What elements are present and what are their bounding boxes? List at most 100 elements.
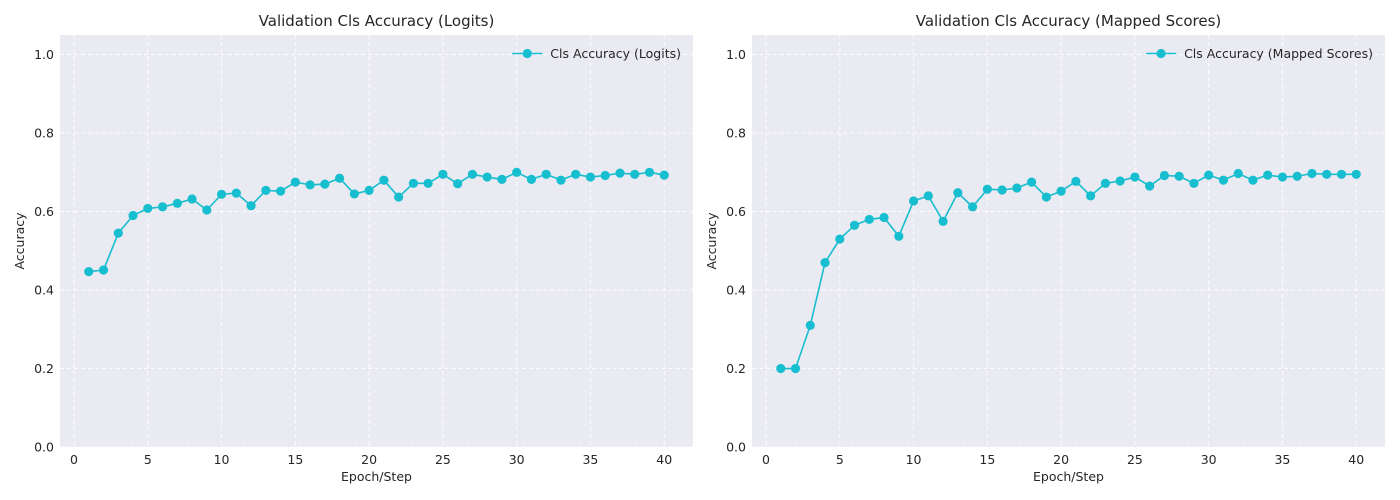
- data-point: [1248, 175, 1258, 185]
- plot-area: [60, 35, 693, 447]
- data-point: [1012, 183, 1022, 193]
- series-line: [780, 172, 1357, 370]
- y-tick-label: 0.8: [726, 126, 746, 141]
- x-tick-label: 15: [979, 452, 995, 467]
- data-point: [1218, 175, 1229, 185]
- data-point: [1115, 176, 1125, 186]
- data-point: [98, 265, 109, 275]
- legend-label: Cls Accuracy (Logits): [550, 46, 681, 61]
- legend: Cls Accuracy (Logits): [512, 46, 681, 61]
- data-point: [246, 201, 256, 211]
- x-tick-label: 10: [214, 452, 230, 467]
- y-axis-label: Accuracy: [704, 212, 719, 270]
- data-point: [379, 175, 389, 185]
- x-tick-label: 30: [1201, 452, 1217, 467]
- y-tick-label: 0.2: [34, 361, 54, 376]
- data-point: [157, 202, 168, 212]
- data-point: [835, 234, 845, 244]
- data-point: [320, 179, 330, 189]
- x-tick-label: 20: [1053, 452, 1069, 467]
- data-point: [1322, 169, 1332, 179]
- data-point: [630, 169, 640, 179]
- chart-panel-1: 0 5 10 15 20 25 30 35 40 0.0 0.2 0.4 0.6 0.8 1.0 Valida…: [12, 12, 693, 484]
- data-point: [659, 170, 669, 180]
- x-tick-label: 15: [287, 452, 303, 467]
- data-point: [1292, 171, 1302, 181]
- data-point: [805, 320, 815, 330]
- y-tick-label: 0.6: [726, 204, 746, 219]
- data-point: [894, 231, 904, 241]
- data-point: [467, 169, 478, 179]
- data-point: [982, 184, 992, 194]
- chart-title: Validation Cls Accuracy (Logits): [259, 12, 495, 30]
- data-point: [776, 363, 786, 374]
- y-tick-label: 0.4: [34, 283, 54, 298]
- data-point: [364, 185, 374, 195]
- y-axis-label: Accuracy: [12, 212, 27, 270]
- data-point: [202, 205, 212, 215]
- data-point: [482, 172, 492, 182]
- data-point: [1233, 168, 1243, 179]
- legend: Cls Accuracy (Mapped Scores): [1146, 46, 1373, 61]
- data-point: [128, 210, 138, 221]
- data-point: [394, 192, 404, 202]
- data-point: [1174, 171, 1184, 181]
- data-point: [1351, 169, 1361, 179]
- data-point: [1189, 178, 1199, 188]
- data-point: [644, 167, 655, 177]
- x-tick-label: 35: [1274, 452, 1290, 467]
- x-tick-label: 30: [509, 452, 525, 467]
- data-point: [585, 172, 596, 182]
- data-point: [967, 202, 978, 212]
- data-point: [571, 169, 581, 179]
- data-point: [615, 168, 625, 178]
- data-point: [497, 174, 507, 184]
- data-point: [261, 185, 271, 195]
- data-point: [1086, 191, 1096, 201]
- data-point: [1130, 172, 1140, 182]
- y-tick-label: 1.0: [34, 47, 54, 62]
- data-point: [556, 175, 566, 185]
- y-tick-label: 0.0: [34, 440, 54, 455]
- series-line: [88, 171, 665, 273]
- data-point: [1204, 170, 1214, 180]
- y-tick-label: 0.0: [726, 440, 746, 455]
- chart-panel-2: 0 5 10 15 20 25 30 35 40 0.0 0.2 0.4 0.6 0.8 1.0 Valida…: [704, 12, 1385, 484]
- data-point: [84, 267, 94, 277]
- data-point: [997, 185, 1007, 195]
- data-point: [305, 180, 315, 190]
- x-tick-label: 40: [1348, 452, 1364, 467]
- x-tick-label: 0: [762, 452, 770, 467]
- data-point: [864, 214, 874, 225]
- data-point: [938, 216, 948, 226]
- data-point: [541, 169, 551, 179]
- x-tick-label: 5: [836, 452, 844, 467]
- y-tick-label: 0.4: [726, 283, 746, 298]
- x-axis-label: Epoch/Step: [341, 469, 412, 484]
- x-tick-label: 10: [906, 452, 922, 467]
- plot-area: [752, 35, 1385, 447]
- x-tick-label: 25: [1127, 452, 1143, 467]
- x-axis-label: Epoch/Step: [1033, 469, 1104, 484]
- data-point: [1277, 172, 1288, 182]
- data-point: [187, 194, 197, 204]
- data-point: [1100, 178, 1110, 188]
- data-point: [526, 174, 537, 184]
- x-tick-label: 0: [70, 452, 78, 467]
- x-tick-label: 25: [435, 452, 451, 467]
- data-point: [849, 220, 860, 230]
- data-point: [953, 188, 963, 198]
- y-tick-label: 0.8: [34, 126, 54, 141]
- x-tick-label: 20: [361, 452, 377, 467]
- data-point: [512, 167, 522, 177]
- data-point: [908, 196, 919, 206]
- data-point: [1336, 169, 1347, 179]
- legend-marker: [1156, 48, 1166, 59]
- x-tick-label: 40: [656, 452, 672, 467]
- data-point: [438, 169, 448, 179]
- chart-title: Validation Cls Accuracy (Mapped Scores): [916, 12, 1222, 30]
- data-point: [1159, 170, 1170, 181]
- data-point: [231, 188, 241, 198]
- data-point: [1263, 170, 1273, 180]
